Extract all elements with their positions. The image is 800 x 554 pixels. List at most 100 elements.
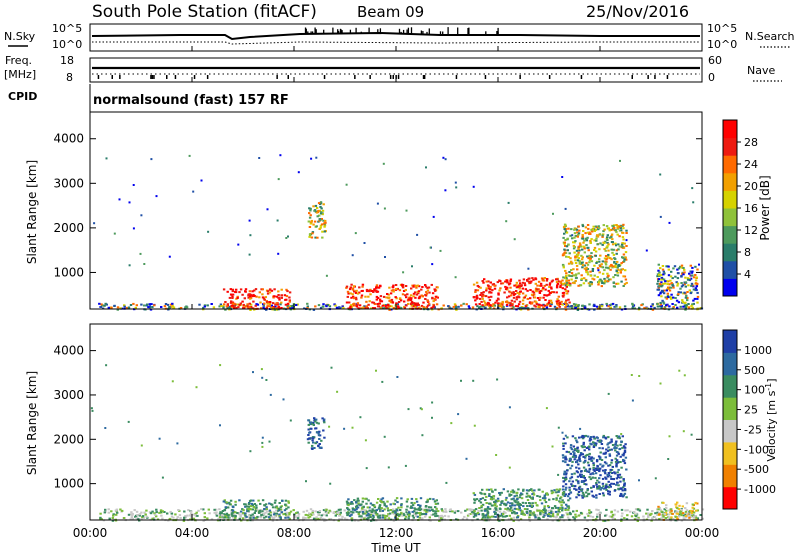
echo-cell: [186, 514, 189, 517]
echo-cell: [504, 504, 508, 507]
echo-cell: [310, 422, 314, 425]
echo-cell: [602, 494, 605, 497]
echo-cell: [506, 301, 509, 304]
echo-cell: [428, 516, 431, 519]
echo-cell: [99, 516, 102, 519]
echo-cell: [408, 511, 411, 514]
echo-cell: [230, 304, 234, 307]
echo-cell: [666, 296, 670, 299]
echo-cell: [203, 304, 207, 307]
echo-cell: [562, 514, 566, 517]
echo-cell: [488, 502, 491, 505]
echo-cell: [502, 488, 505, 491]
echo-cell: [248, 295, 252, 298]
echo-cell: [621, 242, 625, 245]
colorbar-swatch: [723, 120, 737, 139]
echo-cell: [608, 449, 611, 451]
echo-cell: [610, 459, 614, 462]
echo-cell: [245, 505, 249, 508]
echo-cell: [385, 518, 389, 521]
echo-cell: [551, 291, 554, 293]
echo-cell: [597, 455, 601, 458]
echo-cell: [571, 234, 574, 237]
echo-cell: [415, 500, 419, 503]
echo-cell: [679, 510, 682, 513]
echo-cell: [219, 424, 221, 427]
echo-cell: [572, 247, 576, 250]
echo-cell: [582, 455, 585, 458]
echo-cell: [596, 469, 599, 471]
echo-cell: [111, 519, 115, 522]
echo-cell: [255, 509, 259, 512]
echo-cell: [513, 510, 516, 513]
echo-cell: [600, 486, 603, 489]
echo-cell: [548, 302, 551, 305]
echo-cell: [356, 497, 360, 500]
echo-cell: [350, 501, 353, 503]
echo-cell: [357, 513, 360, 516]
echo-cell: [662, 292, 666, 295]
echo-cell: [689, 515, 692, 518]
echo-cell: [410, 287, 413, 290]
nave-dots: [97, 75, 669, 79]
echo-cell: [677, 508, 680, 510]
nave-dot: [97, 75, 100, 79]
echo-cell: [278, 298, 281, 301]
echo-cell: [618, 245, 621, 248]
echo-cell: [578, 485, 582, 488]
echo-cell: [266, 292, 270, 295]
echo-cell: [439, 249, 442, 252]
echo-cell: [509, 294, 513, 297]
echo-cell: [601, 260, 604, 263]
echo-cell: [565, 292, 569, 295]
echo-cell: [520, 284, 523, 287]
echo-cell: [428, 291, 431, 294]
echo-cell: [574, 455, 578, 458]
echo-cell: [601, 447, 604, 450]
echo-cell: [247, 509, 250, 512]
echo-cell: [592, 495, 595, 498]
echo-cell: [620, 508, 624, 511]
echo-cell: [419, 407, 422, 410]
echo-cell: [287, 501, 290, 504]
echo-cell: [625, 281, 628, 284]
cpid-value: normalsound (fast) 157 RF: [93, 93, 289, 108]
echo-cell: [380, 507, 383, 510]
echo-cell: [350, 510, 353, 513]
echo-cell: [565, 299, 568, 302]
echo-cell: [614, 443, 617, 446]
echo-cell: [480, 300, 483, 303]
echo-cell: [576, 309, 580, 311]
echo-cell: [622, 246, 626, 249]
echo-cell: [276, 219, 279, 222]
echo-cell: [247, 294, 250, 297]
echo-cell: [595, 508, 598, 511]
nave-dot: [193, 75, 196, 79]
echo-cell: [481, 295, 484, 298]
echo-cell: [576, 268, 579, 271]
echo-cell: [573, 517, 576, 520]
echo-cell: [521, 299, 525, 302]
echo-cell: [611, 266, 614, 269]
echo-cell: [110, 306, 113, 309]
echo-cell: [378, 506, 381, 509]
echo-cell: [251, 290, 254, 293]
echo-cell: [573, 246, 576, 249]
echo-cell: [218, 305, 221, 308]
echo-cell: [581, 437, 585, 440]
echo-cell: [266, 302, 269, 305]
echo-cell: [361, 283, 365, 286]
echo-cell: [365, 511, 369, 513]
echo-cell: [517, 502, 520, 505]
echo-cell: [215, 514, 219, 517]
echo-cell: [522, 489, 525, 492]
echo-cell: [244, 517, 247, 519]
echo-cell: [686, 512, 689, 515]
echo-cell: [569, 257, 572, 260]
echo-cell: [593, 305, 596, 307]
echo-cell: [549, 512, 553, 515]
echo-cell: [372, 301, 376, 304]
echo-cell: [612, 482, 615, 485]
echo-cell: [592, 462, 595, 465]
echo-cell: [431, 292, 435, 295]
